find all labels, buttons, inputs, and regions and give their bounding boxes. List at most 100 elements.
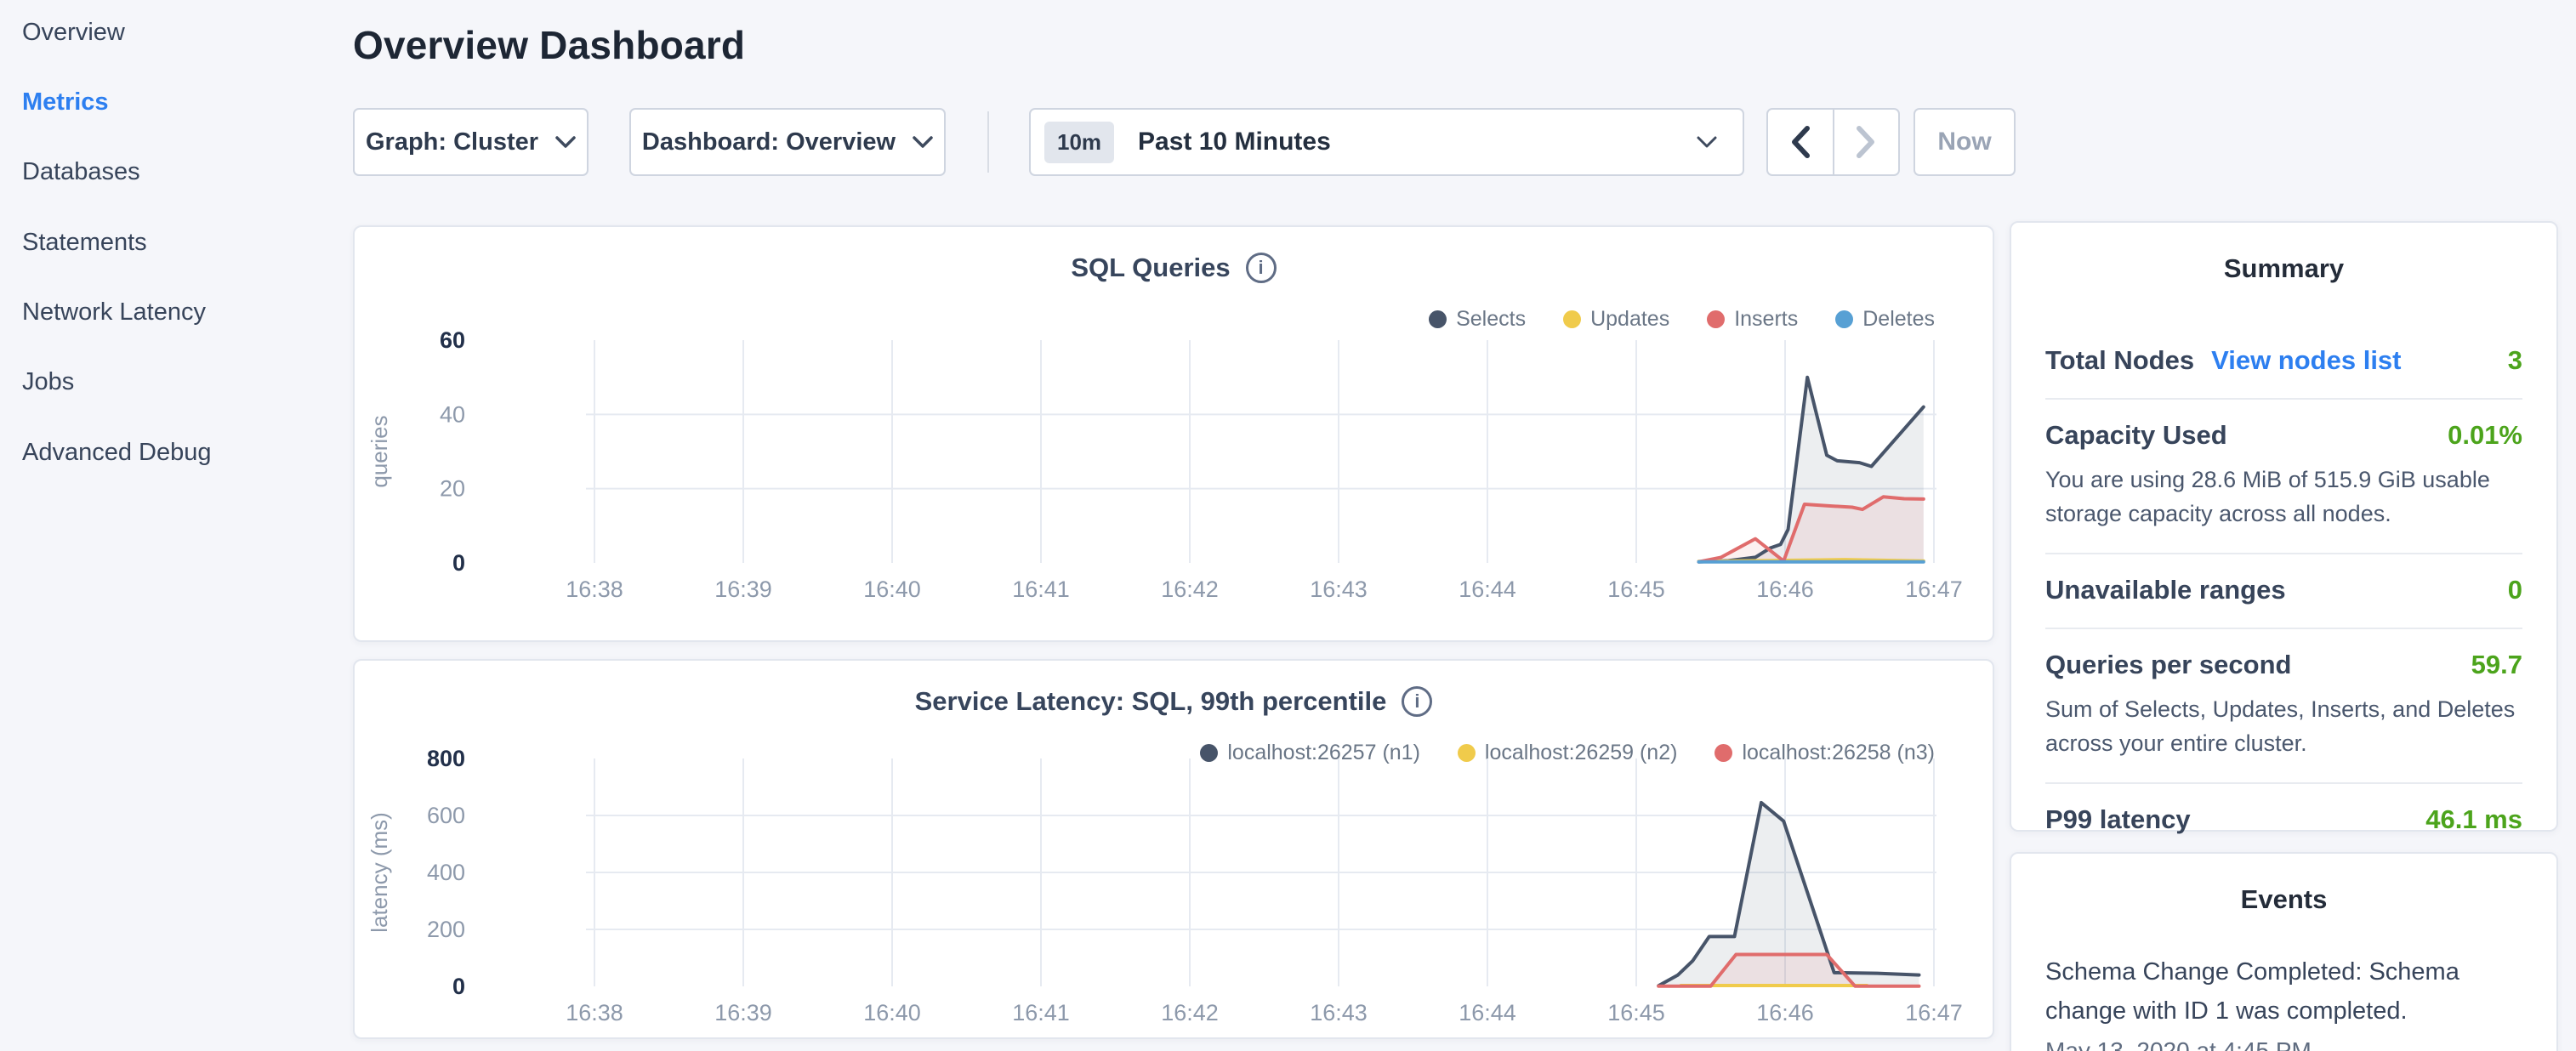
y-axis-unit-label: latency (ms) (367, 812, 392, 933)
x-tick-label: 16:45 (1607, 1000, 1665, 1025)
summary-value: 0.01% (2448, 420, 2522, 451)
dashboard-dropdown[interactable]: Dashboard: Overview (629, 108, 946, 176)
graph-dropdown[interactable]: Graph: Cluster (353, 108, 589, 176)
summary-row-total-nodes: Total Nodes View nodes list 3 (2045, 325, 2522, 398)
y-tick-label: 0 (452, 550, 465, 576)
summary-row-queries-per-second: Queries per second 59.7 Sum of Selects, … (2045, 628, 2522, 782)
x-tick-label: 16:41 (1012, 577, 1070, 602)
service-latency-plot[interactable]: 16:3816:3916:4016:4116:4216:4316:4416:45… (355, 750, 1996, 1039)
time-range-dropdown[interactable]: 10m Past 10 Minutes (1029, 108, 1744, 176)
x-tick-label: 16:45 (1607, 577, 1665, 602)
summary-description: You are using 28.6 MiB of 515.9 GiB usab… (2045, 463, 2522, 531)
x-tick-label: 16:47 (1905, 1000, 1963, 1025)
x-tick-label: 16:40 (863, 1000, 921, 1025)
x-tick-label: 16:44 (1459, 577, 1516, 602)
sidebar-item-network-latency[interactable]: Network Latency (22, 298, 206, 327)
summary-label: P99 latency (2045, 804, 2191, 835)
now-button[interactable]: Now (1914, 108, 2016, 176)
sidebar-item-metrics[interactable]: Metrics (22, 88, 109, 116)
sidebar: Overview Metrics Databases Statements Ne… (0, 0, 340, 1051)
sql-queries-plot[interactable]: 16:38 16:39 16:40 16:41 16:42 16:43 16:44 16:45… (355, 329, 1996, 622)
summary-label: Unavailable ranges (2045, 575, 2286, 605)
x-tick-label: 16:47 (1905, 577, 1963, 602)
summary-row-p99-latency: P99 latency 46.1 ms (2045, 782, 2522, 857)
view-nodes-list-link[interactable]: View nodes list (2211, 345, 2401, 376)
summary-value: 59.7 (2471, 650, 2522, 680)
chart-legend: Selects Updates Inserts Deletes (1429, 307, 1935, 332)
x-tick-label: 16:42 (1161, 577, 1219, 602)
x-tick-label: 16:40 (863, 577, 921, 602)
legend-label: Selects (1456, 307, 1526, 332)
summary-title: Summary (2045, 253, 2522, 284)
time-pager (1766, 108, 1900, 176)
legend-label: Deletes (1862, 307, 1935, 332)
events-panel: Events Schema Change Completed: Schema c… (2010, 852, 2558, 1051)
summary-label: Queries per second (2045, 650, 2291, 680)
x-tick-label: 16:41 (1012, 1000, 1070, 1025)
page-title: Overview Dashboard (353, 22, 745, 68)
sidebar-item-overview[interactable]: Overview (22, 19, 125, 47)
chevron-left-icon (1790, 125, 1811, 159)
legend-item: Inserts (1707, 307, 1798, 332)
service-latency-chart-card: Service Latency: SQL, 99th percentile i … (353, 659, 1994, 1039)
summary-panel: Summary Total Nodes View nodes list 3 Ca… (2010, 221, 2558, 832)
x-tick-label: 16:39 (714, 577, 772, 602)
y-tick-label: 20 (440, 476, 465, 502)
sql-queries-chart-card: SQL Queries i Selects Updates Inserts Delet… (353, 225, 1994, 642)
time-range-badge: 10m (1044, 122, 1114, 163)
legend-item: Selects (1429, 307, 1526, 332)
chevron-down-icon (913, 136, 933, 149)
info-icon[interactable]: i (1402, 686, 1432, 717)
x-tick-label: 16:43 (1310, 1000, 1368, 1025)
x-tick-label: 16:46 (1756, 577, 1814, 602)
y-tick-label: 0 (452, 974, 465, 999)
chart-title: SQL Queries (1071, 253, 1230, 283)
x-tick-label: 16:39 (714, 1000, 772, 1025)
summary-row-capacity-used: Capacity Used 0.01% You are using 28.6 M… (2045, 398, 2522, 553)
sidebar-item-statements[interactable]: Statements (22, 229, 147, 257)
sidebar-item-jobs[interactable]: Jobs (22, 368, 74, 396)
summary-description: Sum of Selects, Updates, Inserts, and De… (2045, 692, 2522, 760)
legend-dot-icon (1707, 310, 1725, 328)
chevron-down-icon (555, 136, 576, 149)
legend-label: Updates (1590, 307, 1669, 332)
event-timestamp: May 13, 2020 at 4:45 PM (2045, 1037, 2522, 1051)
x-tick-label: 16:38 (566, 577, 623, 602)
legend-item: Updates (1563, 307, 1669, 332)
x-tick-label: 16:46 (1756, 1000, 1814, 1025)
summary-value: 3 (2508, 345, 2522, 376)
next-interval-button[interactable] (1833, 110, 1899, 174)
y-axis-unit-label: queries (367, 415, 392, 487)
x-tick-label: 16:38 (566, 1000, 623, 1025)
legend-dot-icon (1835, 310, 1853, 328)
chart-title: Service Latency: SQL, 99th percentile (915, 686, 1387, 717)
y-tick-label: 600 (427, 803, 465, 828)
legend-item: Deletes (1835, 307, 1935, 332)
admin-ui-page: Overview Metrics Databases Statements Ne… (0, 0, 2576, 1051)
time-range-label: Past 10 Minutes (1138, 128, 1331, 156)
graph-dropdown-label: Graph: Cluster (366, 128, 538, 156)
summary-value: 0 (2508, 575, 2522, 605)
y-tick-label: 400 (427, 860, 465, 885)
controls-divider (987, 111, 989, 173)
chevron-down-icon (1697, 136, 1717, 149)
legend-label: Inserts (1734, 307, 1798, 332)
event-message[interactable]: Schema Change Completed: Schema change w… (2045, 952, 2522, 1031)
info-icon[interactable]: i (1246, 253, 1277, 283)
sidebar-item-databases[interactable]: Databases (22, 158, 140, 186)
summary-label: Total Nodes (2045, 345, 2194, 376)
y-tick-label: 60 (440, 329, 465, 353)
legend-dot-icon (1429, 310, 1447, 328)
legend-dot-icon (1563, 310, 1581, 328)
prev-interval-button[interactable] (1768, 110, 1833, 174)
summary-value: 46.1 ms (2425, 804, 2522, 835)
summary-row-unavailable-ranges: Unavailable ranges 0 (2045, 553, 2522, 628)
x-tick-label: 16:43 (1310, 577, 1368, 602)
events-title: Events (2045, 884, 2522, 915)
x-tick-label: 16:44 (1459, 1000, 1516, 1025)
sidebar-item-advanced-debug[interactable]: Advanced Debug (22, 439, 212, 467)
dashboard-dropdown-label: Dashboard: Overview (642, 128, 896, 156)
summary-label: Capacity Used (2045, 420, 2227, 451)
y-tick-label: 40 (440, 401, 465, 427)
y-tick-label: 800 (427, 750, 465, 771)
